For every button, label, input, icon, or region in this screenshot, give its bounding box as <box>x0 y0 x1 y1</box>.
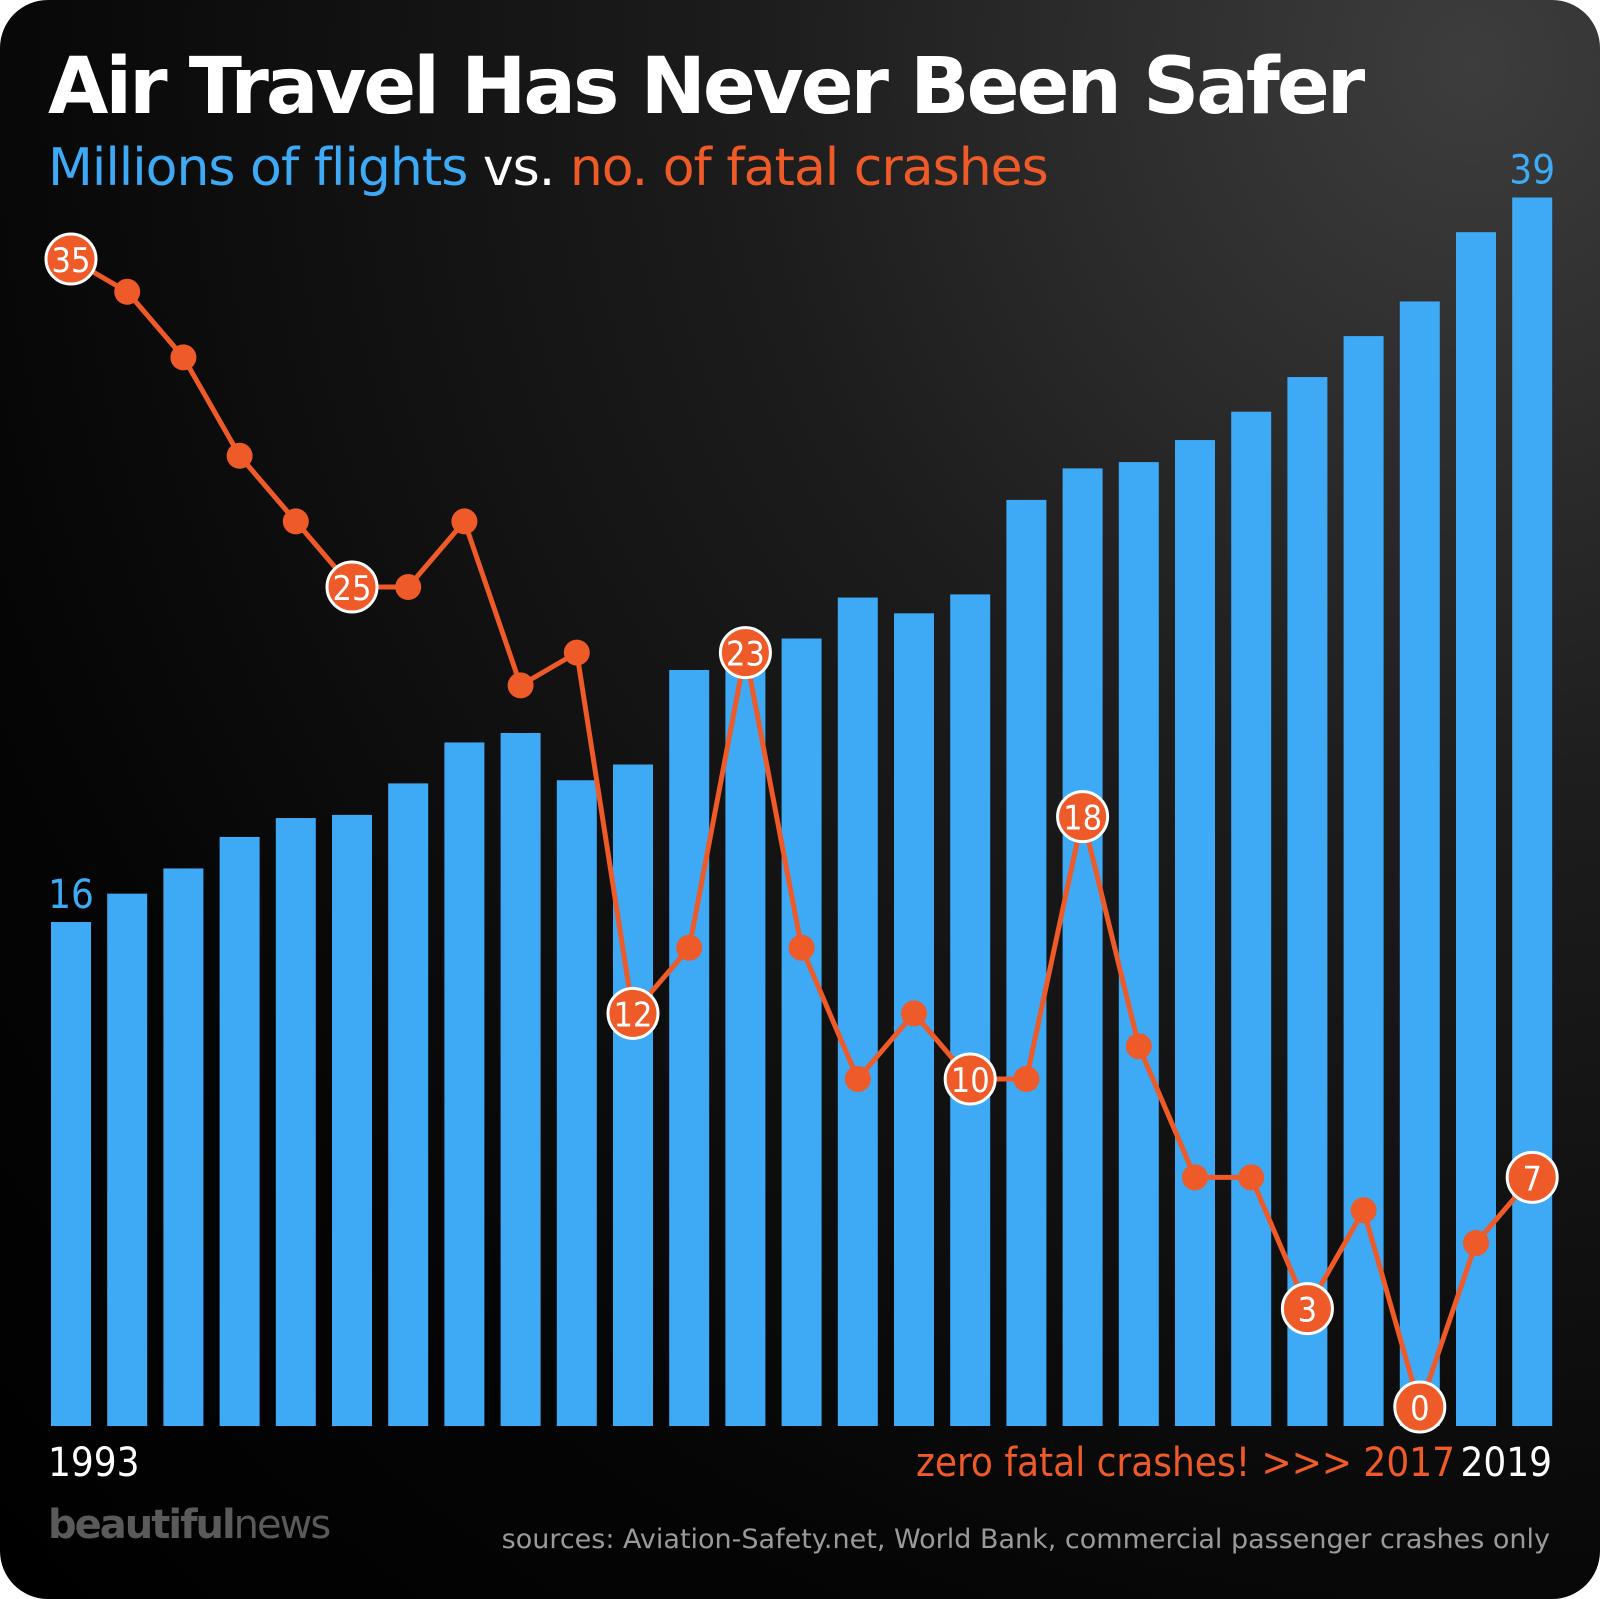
flights-bar-2003 <box>613 764 653 1426</box>
crashes-value-label-2009: 10 <box>951 1061 990 1101</box>
flights-bar-2004 <box>669 670 710 1426</box>
crashes-value-label-2005: 23 <box>726 635 765 675</box>
crashes-point-2012 <box>1125 1033 1152 1060</box>
crashes-point-2015 <box>1280 1282 1334 1336</box>
crashes-point-1997 <box>282 508 309 535</box>
crashes-point-2004 <box>676 934 703 961</box>
flights-bar-2013 <box>1175 440 1215 1426</box>
flights-bar-2009 <box>950 594 991 1426</box>
crashes-value-label-2015: 3 <box>1298 1291 1317 1331</box>
sources-note: sources: Aviation-Safety.net, World Bank… <box>501 1524 1550 1555</box>
crashes-point-1996 <box>226 442 253 469</box>
x-tick-label-last: 2019 <box>1460 1440 1552 1486</box>
flights-bar-1998 <box>332 814 372 1426</box>
flights-bar-2014 <box>1231 411 1272 1426</box>
flights-bar-1999 <box>388 783 429 1426</box>
flights-bar-2001 <box>500 733 541 1426</box>
crashes-point-2018 <box>1463 1230 1489 1256</box>
flights-bar-2019 <box>1512 197 1553 1426</box>
crashes-point-2011 <box>1056 790 1110 844</box>
crashes-point-1999 <box>395 574 422 600</box>
chart-subtitle: Millions of flights vs. no. of fatal cra… <box>48 138 1049 198</box>
crashes-point-2008 <box>901 1000 927 1027</box>
crashes-point-2003 <box>606 986 660 1040</box>
crashes-point-2001 <box>507 672 534 699</box>
crashes-point-2014 <box>1238 1164 1265 1191</box>
crashes-point-2006 <box>788 934 815 961</box>
flights-bar-2017 <box>1399 301 1440 1427</box>
crashes-value-label-2003: 12 <box>614 995 653 1035</box>
flights-bar-1994 <box>107 893 148 1426</box>
crashes-point-1998 <box>325 560 379 614</box>
logo-bold: beautiful <box>48 1502 236 1548</box>
subtitle-vs: vs. <box>482 138 555 198</box>
flights-value-label-1993: 16 <box>48 872 94 918</box>
subtitle-flights: Millions of flights <box>48 138 468 198</box>
flights-bar-2002 <box>556 780 597 1426</box>
crashes-point-1995 <box>170 344 197 371</box>
flights-bar-2011 <box>1062 468 1103 1426</box>
beautifulnews-logo: beautifulnews <box>48 1502 332 1548</box>
flights-bar-2000 <box>444 742 485 1426</box>
x-tick-label-first: 1993 <box>48 1440 140 1486</box>
crashes-point-2019 <box>1505 1150 1559 1204</box>
flights-bar-1993 <box>51 922 91 1426</box>
chart-title: Air Travel Has Never Been Safer <box>48 42 1365 132</box>
logo-light: news <box>233 1502 332 1548</box>
flights-bar-2015 <box>1287 377 1328 1426</box>
crashes-point-2013 <box>1182 1164 1208 1191</box>
flights-bar-2016 <box>1343 336 1384 1427</box>
flights-bar-2005 <box>725 670 766 1426</box>
crashes-value-label-1993: 35 <box>52 241 91 281</box>
flights-bar-1995 <box>163 868 204 1426</box>
flights-bar-2006 <box>781 638 822 1426</box>
flights-value-label-2019: 39 <box>1509 148 1555 194</box>
crashes-point-2009 <box>943 1052 997 1106</box>
crashes-point-2007 <box>844 1066 871 1092</box>
subtitle-crashes: no. of fatal crashes <box>569 138 1049 198</box>
flights-bar-1996 <box>219 836 260 1426</box>
crashes-point-2002 <box>563 639 590 666</box>
zero-crashes-annotation: zero fatal crashes! >>> 2017 <box>916 1440 1455 1486</box>
flights-bar-2010 <box>1006 499 1047 1426</box>
crashes-value-label-2011: 18 <box>1063 799 1102 839</box>
crashes-point-2005 <box>718 626 772 680</box>
crashes-point-2000 <box>451 508 478 535</box>
crashes-point-2010 <box>1013 1066 1040 1092</box>
crashes-value-label-2019: 7 <box>1522 1159 1541 1199</box>
crashes-point-1994 <box>114 278 141 305</box>
crashes-value-label-2017: 0 <box>1410 1389 1429 1429</box>
flights-bar-2012 <box>1118 462 1159 1427</box>
flights-bar-2007 <box>837 597 878 1426</box>
crashes-point-2016 <box>1350 1197 1377 1224</box>
crashes-point-2017 <box>1393 1380 1447 1434</box>
crashes-value-label-1998: 25 <box>333 569 372 609</box>
crashes-point-1993 <box>44 232 98 286</box>
flights-bar-1997 <box>275 818 316 1426</box>
